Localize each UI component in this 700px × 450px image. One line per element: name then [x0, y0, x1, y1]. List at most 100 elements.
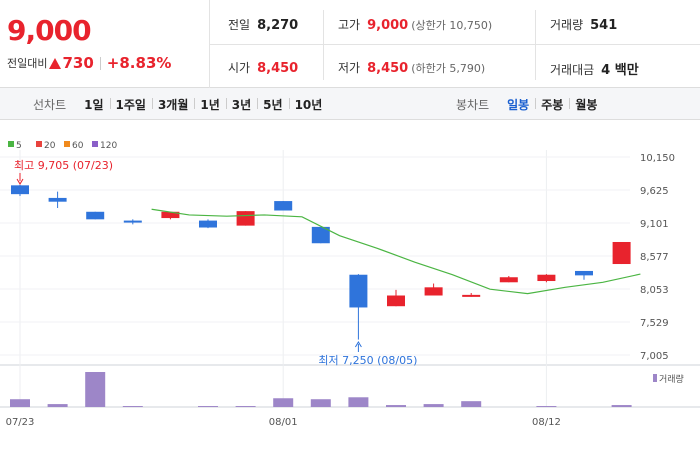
open-value: 8,450 — [257, 61, 299, 76]
legend-swatch — [8, 141, 14, 147]
high-annotation: 최고 9,705 (07/23) — [14, 159, 113, 172]
period-1y[interactable]: 1년 — [194, 96, 225, 113]
x-tick-label: 08/12 — [532, 417, 561, 428]
volume-label: 거래량 — [550, 18, 584, 32]
y-tick-label: 8,577 — [640, 252, 669, 263]
legend-swatch — [64, 141, 70, 147]
chart-toolbar: 선차트 1일 1주일 3개월 1년 3년 5년 10년 봉차트 일봉 주봉 월봉 — [0, 88, 700, 120]
x-tick-label: 08/01 — [269, 417, 298, 428]
volume-bar — [536, 406, 557, 407]
x-tick-label: 07/23 — [6, 417, 35, 428]
y-tick-label: 9,101 — [640, 219, 669, 230]
candle-body — [387, 295, 405, 307]
volume-bar — [85, 372, 106, 407]
change-row: 전일대비 730 +8.83% — [7, 54, 171, 72]
volume-bar — [461, 401, 482, 407]
candle-body — [123, 220, 142, 223]
candle-body — [462, 294, 481, 297]
candle-body — [236, 211, 255, 226]
period-1d[interactable]: 1일 — [84, 97, 104, 112]
ma5-line — [151, 208, 641, 295]
change-value: 730 — [62, 54, 94, 72]
candle-body — [161, 211, 180, 219]
volume-bar — [386, 405, 406, 407]
prev-close: 전일 8,270 — [228, 16, 298, 33]
up-arrow-icon — [49, 57, 62, 69]
change-label: 전일대비 — [7, 57, 48, 70]
volume-legend-swatch — [653, 374, 657, 382]
divider — [210, 44, 700, 45]
volume-bar — [611, 405, 632, 407]
line-chart-title: 선차트 — [33, 97, 67, 112]
volume-bar — [310, 399, 331, 407]
candle-body — [86, 211, 105, 220]
divider — [535, 10, 536, 80]
y-tick-label: 10,150 — [640, 153, 675, 164]
y-tick-label: 7,529 — [640, 318, 669, 329]
legend-label: 5 — [16, 141, 22, 151]
period-10y[interactable]: 10년 — [288, 96, 329, 113]
candle-body — [274, 201, 293, 211]
quote-panel: 9,000 전일대비 730 +8.83% 전일 8,270 시가 8,450 … — [0, 0, 700, 88]
volume-bar — [47, 404, 68, 407]
amount-value: 4 백만 — [601, 63, 639, 78]
candle-body — [349, 274, 368, 308]
high-arrow-head-icon — [16, 178, 24, 185]
low-annotation: 최저 7,250 (08/05) — [318, 354, 417, 367]
lower-limit: (하한가 5,790) — [411, 62, 486, 75]
candle-body — [424, 287, 443, 296]
current-price: 9,000 — [7, 14, 92, 47]
upper-limit: (상한가 10,750) — [411, 19, 493, 32]
y-tick-label: 9,625 — [640, 186, 669, 197]
candle-body — [11, 185, 29, 195]
period-daily[interactable]: 일봉 — [507, 97, 530, 112]
candle-body — [575, 270, 593, 276]
period-weekly[interactable]: 주봉 — [535, 96, 569, 113]
y-tick-label: 7,005 — [640, 351, 669, 362]
high-price: 고가 9,000 (상한가 10,750) — [338, 16, 492, 33]
divider — [99, 56, 101, 70]
price-box: 9,000 전일대비 730 +8.83% — [0, 0, 210, 88]
y-tick-label: 8,053 — [640, 285, 669, 296]
volume-bar — [273, 398, 294, 407]
candle-body — [199, 220, 217, 228]
period-monthly[interactable]: 월봉 — [569, 96, 603, 113]
candle-body — [537, 274, 556, 282]
period-1w[interactable]: 1주일 — [109, 96, 152, 113]
high-value: 9,000 — [367, 18, 409, 33]
legend-label: 60 — [72, 141, 84, 151]
prev-close-label: 전일 — [228, 18, 251, 32]
volume-bar — [122, 406, 143, 407]
volume-bar — [10, 399, 30, 407]
candle-body — [612, 241, 631, 265]
low-label: 저가 — [338, 61, 361, 75]
low-price: 저가 8,450 (하한가 5,790) — [338, 59, 485, 76]
low-value: 8,450 — [367, 61, 409, 76]
period-3m[interactable]: 3개월 — [151, 96, 194, 113]
volume-bar — [235, 406, 256, 407]
candle-chart-title: 봉차트 — [456, 97, 490, 112]
low-arrow-head-icon — [354, 341, 362, 348]
amount-label: 거래대금 — [550, 63, 595, 77]
period-3y[interactable]: 3년 — [225, 96, 257, 113]
candle-body — [499, 277, 518, 283]
volume: 거래량 541 — [550, 16, 617, 33]
legend-swatch — [92, 141, 98, 147]
period-5y[interactable]: 5년 — [257, 96, 288, 113]
candle-body — [48, 197, 67, 202]
change-percent: +8.83% — [106, 54, 172, 72]
legend-swatch — [36, 141, 42, 147]
candlestick-chart: 10,150 9,625 9,101 8,577 8,053 7,529 7,005 5 20 6… — [0, 141, 700, 428]
volume-bar — [198, 406, 218, 407]
open-label: 시가 — [228, 61, 251, 75]
candle-chart-periods: 봉차트 일봉 주봉 월봉 — [456, 88, 603, 120]
trade-amount: 거래대금 4 백만 — [550, 59, 639, 78]
legend-label: 20 — [44, 141, 56, 151]
candle-body — [311, 226, 330, 244]
open-price: 시가 8,450 — [228, 59, 298, 76]
high-label: 고가 — [338, 18, 361, 32]
prev-close-value: 8,270 — [257, 18, 299, 33]
volume-value: 541 — [590, 18, 618, 33]
legend-label: 120 — [100, 141, 117, 151]
